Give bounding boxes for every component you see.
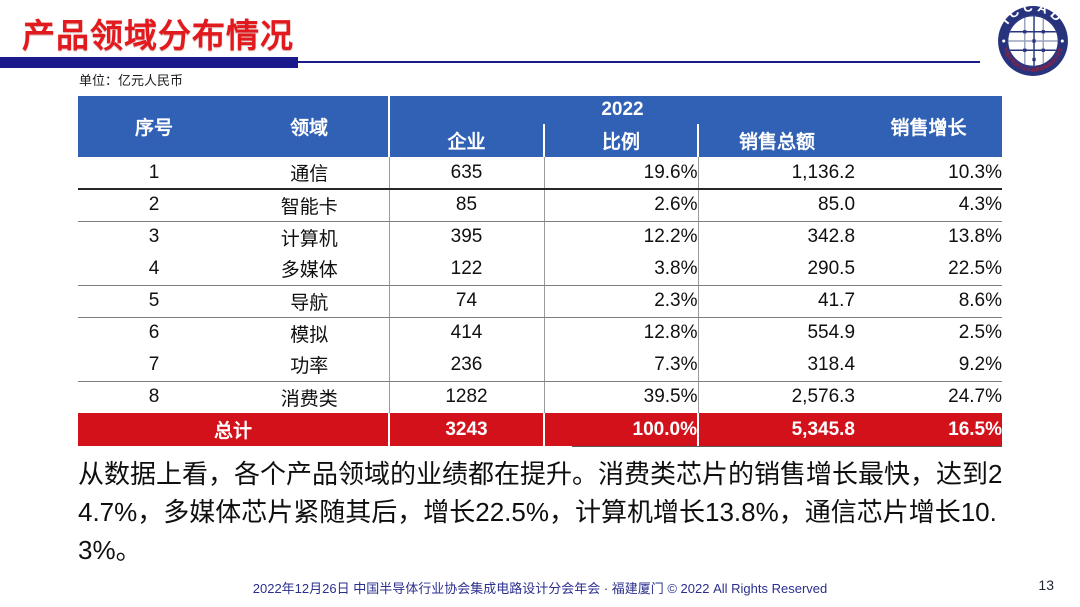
- table-row: 8 消费类 1282 39.5% 2,576.3 24.7%: [78, 381, 1003, 413]
- footer-text: 2022年12月26日 中国半导体行业协会集成电路设计分会年会 · 福建厦门 ©…: [252, 581, 828, 596]
- header-sales: 销售总额: [698, 124, 856, 157]
- table-cell: 10.3%: [855, 157, 1003, 190]
- table-cell: 13.8%: [855, 221, 1003, 253]
- header-growth: 销售增长: [855, 96, 1003, 157]
- table-cell: 1282: [389, 381, 545, 413]
- table-cell: 1,136.2: [698, 157, 856, 190]
- table-cell: 3.8%: [544, 253, 699, 286]
- table-cell: 635: [389, 157, 545, 190]
- table-cell: 6: [78, 317, 230, 349]
- table-total-row: 总计 3243 100.0% 5,345.8 16.5%: [78, 413, 1003, 446]
- table-cell: 8.6%: [855, 285, 1003, 318]
- table-cell: 模拟: [230, 317, 390, 349]
- table-header: 序号 领域 2022 销售增长 企业 比例 销售总额: [78, 96, 1003, 157]
- commentary-text: 从数据上看，各个产品领域的业绩都在提升。消费类芯片的销售增长最快，达到24.7%…: [78, 459, 1003, 565]
- table-cell: 7.3%: [544, 349, 699, 382]
- table-row: 2 智能卡 85 2.6% 85.0 4.3%: [78, 189, 1003, 222]
- page-title: 产品领域分布情况: [22, 17, 294, 54]
- total-label: 总计: [78, 413, 390, 446]
- page-number: 13: [1038, 577, 1054, 593]
- table-cell: 85: [389, 189, 545, 222]
- unit-label: 单位：亿元人民币: [79, 73, 184, 88]
- table-cell: 2.6%: [544, 189, 699, 222]
- table-cell: 5: [78, 285, 230, 318]
- total-sales: 5,345.8: [698, 413, 856, 446]
- table-cell: 12.2%: [544, 221, 699, 253]
- header-ratio: 比例: [544, 124, 699, 157]
- title-underline-bar: [0, 57, 298, 68]
- table-cell: 计算机: [230, 221, 390, 253]
- table-cell: 2.5%: [855, 317, 1003, 349]
- table-cell: 318.4: [698, 349, 856, 382]
- table-body: 1 通信 635 19.6% 1,136.2 10.3% 2 智能卡 85 2.6% 85.0 4.3…: [78, 157, 1003, 413]
- table-cell: 7: [78, 349, 230, 382]
- table-cell: 554.9: [698, 317, 856, 349]
- header-serial: 序号: [78, 96, 230, 157]
- table-row: 4 多媒体 122 3.8% 290.5 22.5%: [78, 253, 1003, 286]
- table-cell: 290.5: [698, 253, 856, 286]
- header-year: 2022: [389, 96, 856, 124]
- table-row: 5 导航 74 2.3% 41.7 8.6%: [78, 285, 1003, 318]
- total-growth: 16.5%: [855, 413, 1003, 446]
- table-cell: 8: [78, 381, 230, 413]
- product-field-table: 序号 领域 2022 销售增长 企业 比例 销售总额 1 通信 635 19.6% 1,…: [78, 96, 1003, 446]
- table-cell: 导航: [230, 285, 390, 318]
- table-header-row-top: 序号 领域 2022 销售增长: [78, 96, 1003, 157]
- iccad-logo-icon: ICCAD 中国半导体行业协会集成电路设计分会: [998, 4, 1068, 76]
- table-cell: 85.0: [698, 189, 856, 222]
- table-cell: 4: [78, 253, 230, 286]
- table-cell: 多媒体: [230, 253, 390, 286]
- table-cell: 智能卡: [230, 189, 390, 222]
- table-row: 6 模拟 414 12.8% 554.9 2.5%: [78, 317, 1003, 349]
- table-cell: 3: [78, 221, 230, 253]
- table-cell: 122: [389, 253, 545, 286]
- header-field: 领域: [230, 96, 390, 157]
- table-cell: 2.3%: [544, 285, 699, 318]
- table-cell: 消费类: [230, 381, 390, 413]
- title-underline-rule: [298, 61, 980, 63]
- table-cell: 2,576.3: [698, 381, 856, 413]
- table-cell: 2: [78, 189, 230, 222]
- logo-circuit-grid: [1008, 16, 1058, 66]
- table-row: 3 计算机 395 12.2% 342.8 13.8%: [78, 221, 1003, 253]
- table-cell: 4.3%: [855, 189, 1003, 222]
- table-cell: 74: [389, 285, 545, 318]
- table-cell: 22.5%: [855, 253, 1003, 286]
- total-companies: 3243: [389, 413, 545, 446]
- table-bottom-rule: [572, 446, 1002, 447]
- table-cell: 395: [389, 221, 545, 253]
- table-cell: 9.2%: [855, 349, 1003, 382]
- table-cell: 24.7%: [855, 381, 1003, 413]
- table-cell: 19.6%: [544, 157, 699, 190]
- table-cell: 342.8: [698, 221, 856, 253]
- table-cell: 12.8%: [544, 317, 699, 349]
- table-cell: 414: [389, 317, 545, 349]
- table-cell: 236: [389, 349, 545, 382]
- table-cell: 41.7: [698, 285, 856, 318]
- total-ratio: 100.0%: [544, 413, 699, 446]
- table-header-row-sub: 企业 比例 销售总额: [78, 124, 1002, 157]
- table-cell: 通信: [230, 157, 390, 190]
- table-cell: 功率: [230, 349, 390, 382]
- table-row: 1 通信 635 19.6% 1,136.2 10.3%: [78, 157, 1003, 190]
- table-cell: 39.5%: [544, 381, 699, 413]
- table-row: 7 功率 236 7.3% 318.4 9.2%: [78, 349, 1003, 382]
- table-footer: 总计 3243 100.0% 5,345.8 16.5%: [78, 413, 1003, 446]
- table-cell: 1: [78, 157, 230, 190]
- header-companies: 企业: [389, 124, 545, 157]
